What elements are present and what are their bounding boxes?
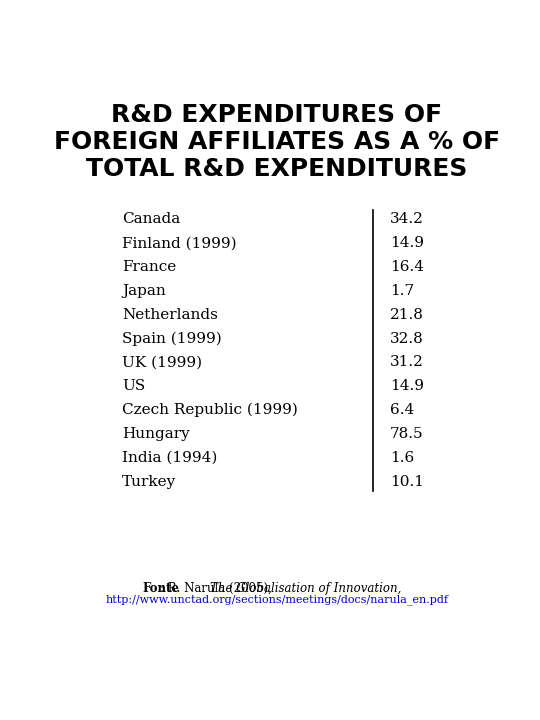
Text: 14.9: 14.9 [390, 379, 424, 393]
Text: Turkey: Turkey [122, 474, 176, 489]
Text: 32.8: 32.8 [390, 332, 423, 346]
Text: 21.8: 21.8 [390, 308, 423, 322]
Text: R&D EXPENDITURES OF
FOREIGN AFFILIATES AS A % OF
TOTAL R&D EXPENDITURES: R&D EXPENDITURES OF FOREIGN AFFILIATES A… [53, 103, 500, 181]
Text: 16.4: 16.4 [390, 260, 424, 274]
Text: US: US [122, 379, 145, 393]
Text: Czech Republic (1999): Czech Republic (1999) [122, 403, 298, 418]
Text: Finland (1999): Finland (1999) [122, 236, 237, 251]
Text: Canada: Canada [122, 212, 180, 227]
Text: 78.5: 78.5 [390, 427, 423, 441]
Text: 1.7: 1.7 [390, 284, 414, 298]
Text: India (1994): India (1994) [122, 451, 217, 465]
Text: 1.6: 1.6 [390, 451, 414, 465]
Text: 6.4: 6.4 [390, 403, 414, 417]
Text: The Globalisation of Innovation,: The Globalisation of Innovation, [210, 582, 401, 595]
Text: 10.1: 10.1 [390, 474, 424, 489]
Text: : R. Narula (2005),: : R. Narula (2005), [160, 582, 276, 595]
Text: Fonte: Fonte [143, 582, 180, 595]
Text: Japan: Japan [122, 284, 166, 298]
Text: 14.9: 14.9 [390, 236, 424, 251]
Text: http://www.unctad.org/sections/meetings/docs/narula_en.pdf: http://www.unctad.org/sections/meetings/… [105, 594, 448, 605]
Text: Spain (1999): Spain (1999) [122, 331, 221, 346]
Text: Netherlands: Netherlands [122, 308, 218, 322]
Text: 31.2: 31.2 [390, 356, 423, 369]
Text: UK (1999): UK (1999) [122, 356, 202, 369]
Text: Hungary: Hungary [122, 427, 190, 441]
Text: France: France [122, 260, 176, 274]
Text: 34.2: 34.2 [390, 212, 423, 227]
